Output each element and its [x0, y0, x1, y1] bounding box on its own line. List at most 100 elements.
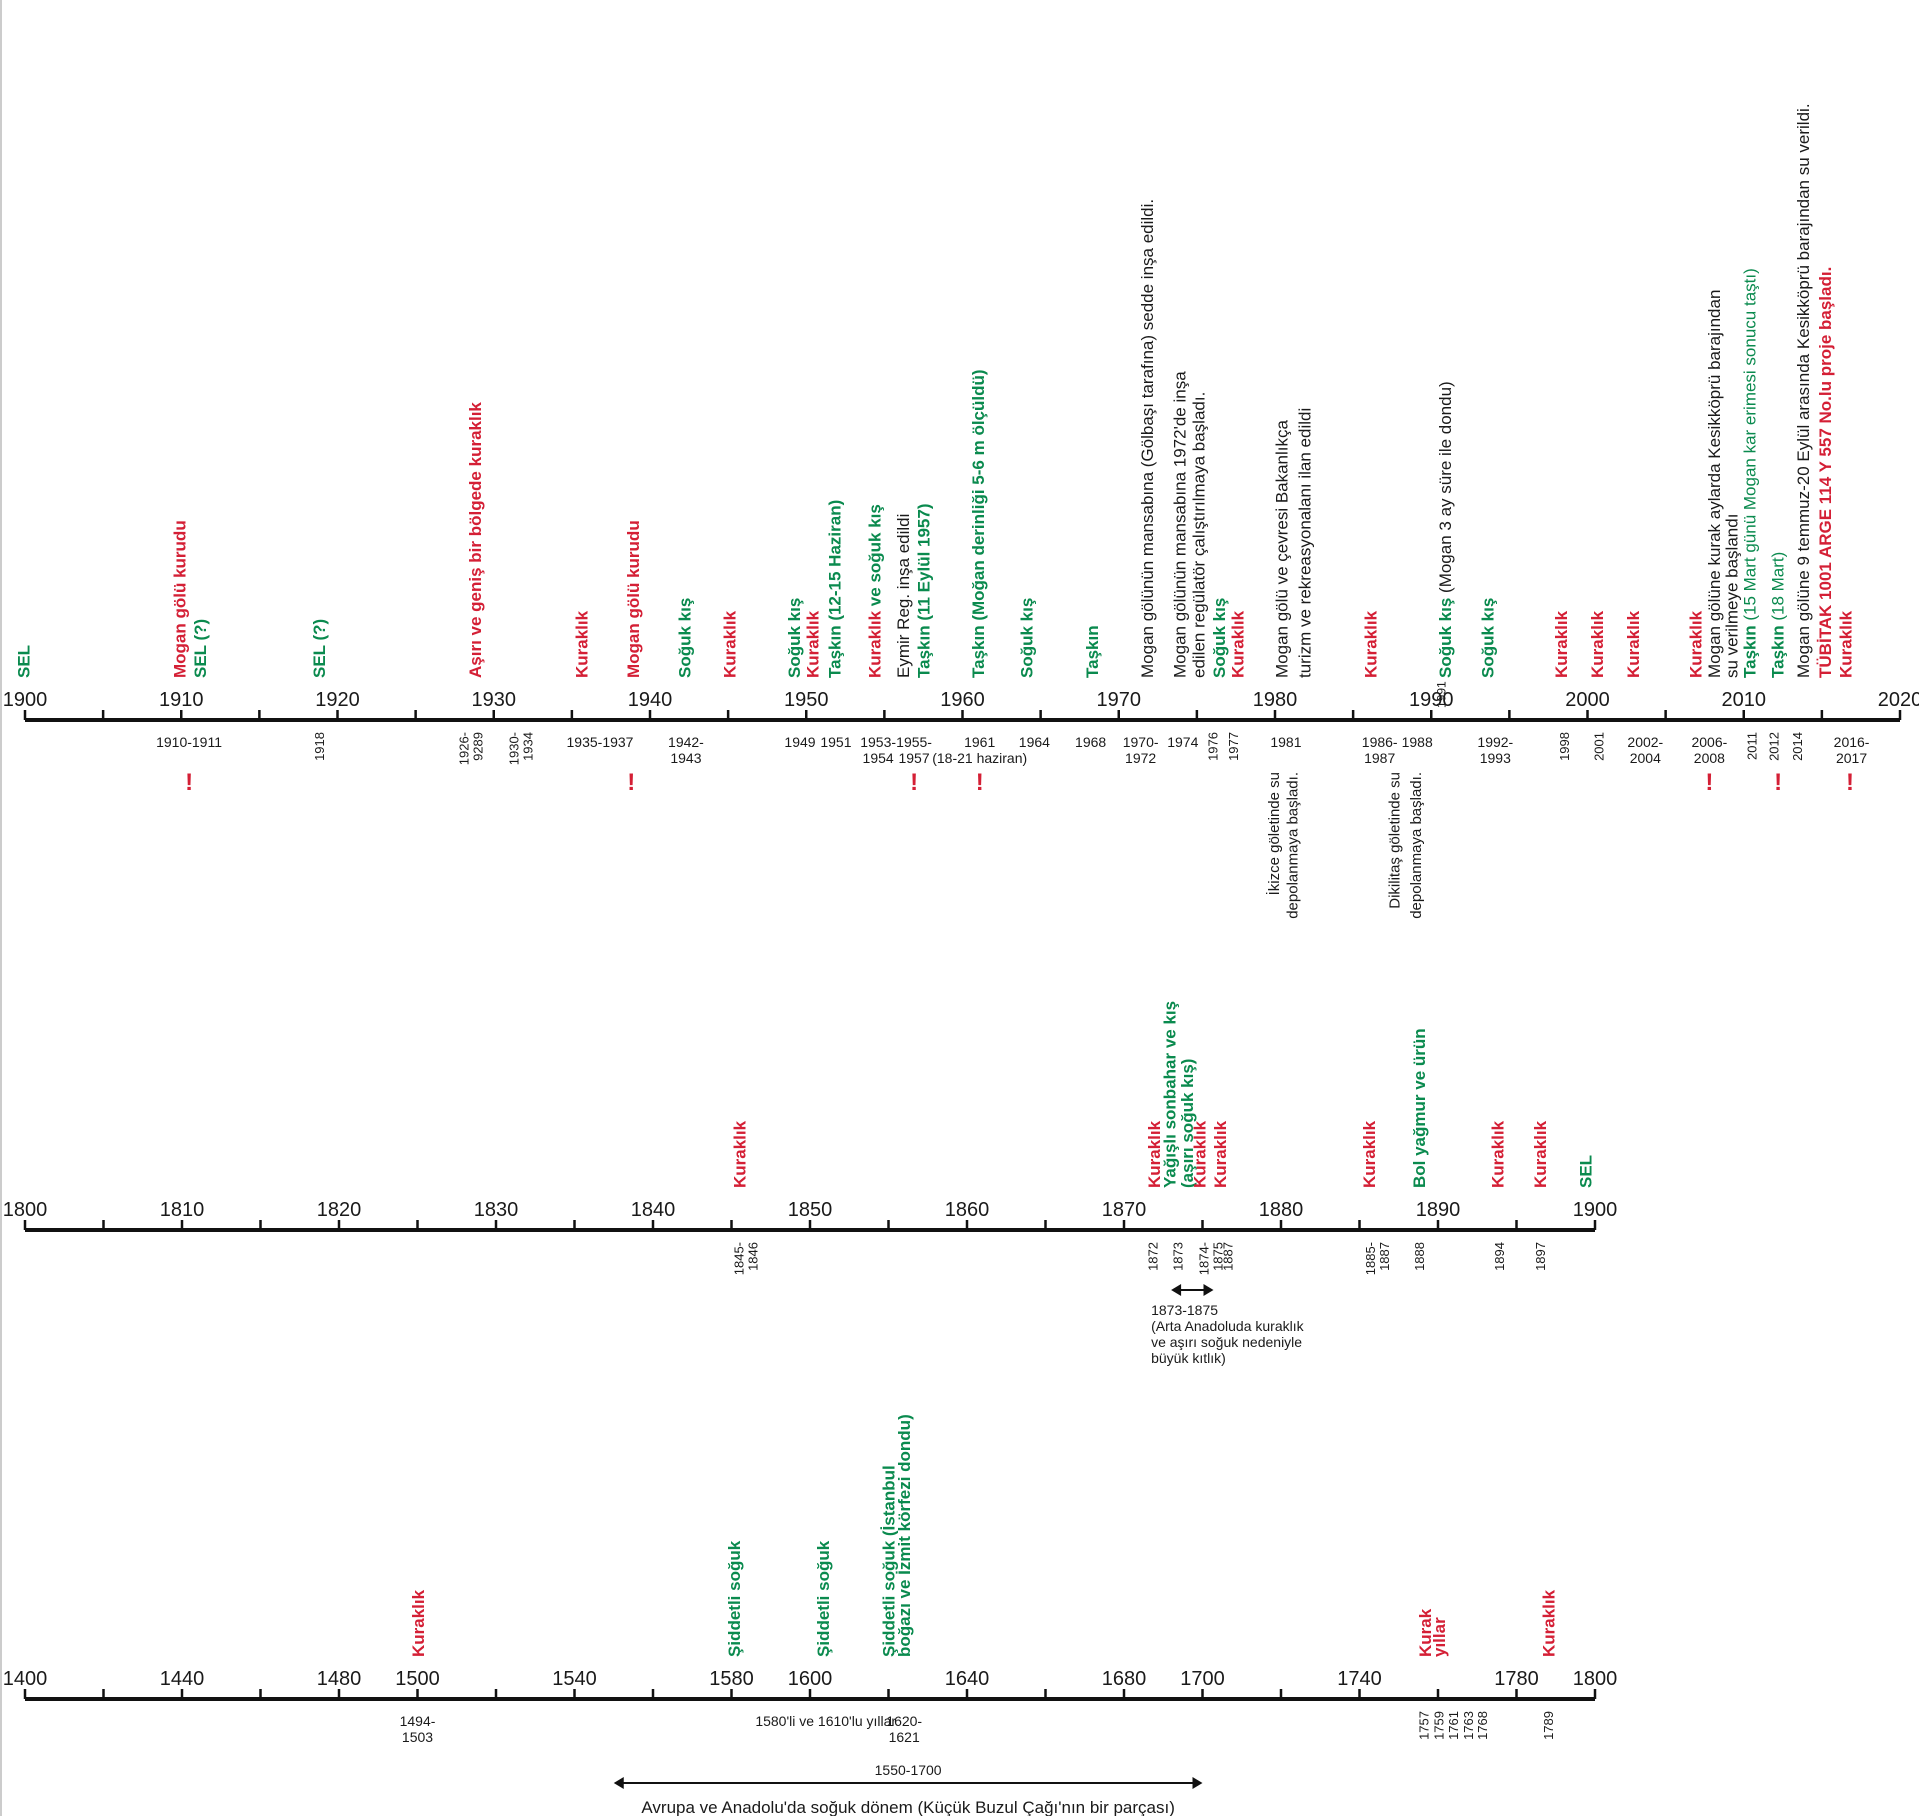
- axis-label: 1800: [1573, 1668, 1618, 1690]
- event-taskin-2012-seg-0: Taşkın: [1769, 621, 1788, 678]
- below-label-b1970: 1970-: [1123, 734, 1159, 750]
- event-bakanlik-1981b: turizm ve rekreasyonalanı ilan edildi: [1296, 408, 1315, 678]
- below-label-b2014: 2014: [1790, 732, 1805, 761]
- arrow-right-icon: [1192, 1777, 1203, 1789]
- event-soguk-kis-1991: Soğuk kış (Mogan 3 ay süre ile dondu): [1436, 381, 1455, 678]
- axis-label: 1830: [474, 1199, 519, 1221]
- event-taskin-2011: Taşkın (15 Mart günü Mogan kar erimesi s…: [1741, 268, 1760, 678]
- event-kuraklik-2007: Kuraklık: [1686, 610, 1705, 678]
- below-label-b1992: 1992-: [1477, 734, 1513, 750]
- note-dikilitas-a: Dikilitaş göletinde su: [1386, 772, 1403, 909]
- timeline-t1400: 1400 1440 1480 1500 1540 1580 1600 1640 1680 1700…: [3, 1668, 1618, 1816]
- below-label-b1897: 1897: [1533, 1242, 1548, 1271]
- below-label-b1494: 1503: [402, 1729, 433, 1745]
- event-bakanlik-1981a: Mogan gölü ve çevresi Bakanlıkça: [1272, 419, 1291, 678]
- event-kuraklik-2003: Kuraklık: [1624, 610, 1643, 678]
- below-label-b1845: 1845-: [732, 1242, 747, 1275]
- axis-label: 1700: [1180, 1668, 1225, 1690]
- note-ikizce-b: depolanmaya başladı.: [1285, 772, 1302, 919]
- below-label-b1968: 1968: [1075, 734, 1106, 750]
- event-taskin-1951: Taşkın (12-15 Haziran): [825, 500, 844, 678]
- below-label-b1930: 1934: [520, 732, 535, 761]
- below-label-b1974: 1974: [1167, 734, 1198, 750]
- event-kuraklik-1845: Kuraklık: [730, 1120, 749, 1188]
- axis-label: 1780: [1494, 1668, 1539, 1690]
- below-label-b2006: 2006-: [1691, 734, 1727, 750]
- exclamation-icon: !: [1774, 769, 1782, 796]
- event-kuraklik-ve-soguk-1953-seg-0: Kuraklık: [866, 606, 885, 678]
- arrow-left-icon: [1171, 1284, 1182, 1296]
- axis-label: 1820: [317, 1199, 362, 1221]
- event-soguk-kis-1991-seg-0: Soğuk kış: [1436, 593, 1455, 678]
- below-label-b1789: 1789: [1541, 1711, 1556, 1740]
- below-label-b1955: 1955-: [896, 734, 932, 750]
- axis-label: 1850: [788, 1199, 833, 1221]
- event-sel-q-1910: SEL (?): [191, 619, 210, 678]
- axis-label: 1920: [315, 689, 360, 711]
- below-label-b1768: 1768: [1475, 1711, 1490, 1740]
- event-kuraklik-1935: Kuraklık: [572, 610, 591, 678]
- axis-label: 1900: [3, 689, 48, 711]
- event-kuraklik-1872: Kuraklık: [1145, 1120, 1164, 1188]
- below-label-b1953: 1954: [863, 750, 894, 766]
- below-label-b2001: 2001: [1591, 732, 1606, 761]
- below-label-b2011: 2011: [1745, 732, 1760, 760]
- below-label-b1942: 1943: [670, 750, 701, 766]
- axis-label: 1800: [3, 1199, 48, 1221]
- event-siddetli-1605: Şiddetli soğuk: [814, 1540, 833, 1657]
- below-label-b1930: 1930-: [506, 732, 521, 765]
- axis-label: 2020: [1878, 689, 1919, 711]
- event-kesikkopru-2008a: Mogan gölüne kurak aylarda Kesikköprü ba…: [1705, 290, 1724, 678]
- below-label-b1620: 1620-: [886, 1713, 922, 1729]
- event-kuraklik-1886: Kuraklık: [1360, 1120, 1379, 1188]
- event-sel-q-1918: SEL (?): [310, 619, 329, 678]
- below-label-b1953: 1953-: [860, 734, 896, 750]
- event-taskin-2011-seg-1: (15 Mart günü Mogan kar erimesi sonucu t…: [1741, 268, 1760, 620]
- below-label-b1986: 1986-: [1362, 734, 1398, 750]
- below-label-b1970: 1972: [1125, 750, 1156, 766]
- event-yagisli-1873b: (aşırı soğuk kış): [1178, 1059, 1197, 1188]
- below-label-b1942: 1942-: [668, 734, 704, 750]
- axis-label: 1960: [940, 689, 985, 711]
- below-label-b1580: 1580'li ve 1610'lu yıllar: [755, 1713, 896, 1729]
- axis-label: 1440: [160, 1668, 205, 1690]
- axis-label: 1970: [1097, 689, 1142, 711]
- range-note: ve aşırı soğuk nedeniyle: [1151, 1334, 1302, 1350]
- axis-label: 1890: [1416, 1199, 1461, 1221]
- below-label-b1981: 1981: [1270, 734, 1301, 750]
- below-label-b2002: 2002-: [1627, 734, 1663, 750]
- below-label-b1763: 1763: [1461, 1711, 1476, 1740]
- exclamation-icon: !: [1705, 769, 1713, 796]
- event-kuraklik-1789: Kuraklık: [1540, 1589, 1559, 1657]
- event-taskin-1961: Taşkın (Moğan derinliği 5-6 m ölçüldü): [969, 369, 988, 678]
- event-regulator-1974a: Mogan gölünün mansabına 1972'de inşa: [1171, 371, 1190, 678]
- below-label-b2016: 2016-: [1834, 734, 1870, 750]
- below-label-b1986: 1987: [1364, 750, 1395, 766]
- event-taskin-2011-seg-0: Taşkın: [1741, 621, 1760, 678]
- below-label-b1894: 1894: [1492, 1242, 1507, 1271]
- range-label: 1550-1700: [875, 1762, 942, 1778]
- below-label-b1910: 1910-1911: [156, 734, 222, 750]
- event-kuraklik-1977: Kuraklık: [1229, 610, 1248, 678]
- below-label-b1872: 1872: [1145, 1242, 1160, 1271]
- range-note: Avrupa ve Anadolu'da soğuk dönem (Küçük …: [641, 1798, 1175, 1816]
- exclamation-icon: !: [910, 769, 918, 796]
- axis-label: 2000: [1565, 689, 1610, 711]
- below-label-b2016: 2017: [1836, 750, 1867, 766]
- range-note: (Arta Anadoluda kuraklık: [1151, 1318, 1305, 1334]
- below-label-b1885: 1887: [1377, 1242, 1392, 1271]
- event-mogan-kurudu-1938: Mogan gölü kurudu: [624, 520, 643, 678]
- event-kesikkopru-2014a: Mogan gölüne 9 temmuz-20 Eylül arasında …: [1794, 103, 1813, 678]
- below-label-b1620: 1621: [889, 1729, 920, 1745]
- event-kuraklik-1894: Kuraklık: [1489, 1120, 1508, 1188]
- event-eymir-1955: Eymir Reg. inşa edildi: [894, 514, 913, 678]
- below-label-b2012: 2012: [1766, 732, 1781, 761]
- event-kuraklik-1998: Kuraklık: [1552, 610, 1571, 678]
- below-label-b1918: 1918: [312, 732, 327, 761]
- range-note: 1873-1875: [1151, 1302, 1218, 1318]
- event-soguk-kis-1991-seg-1: (Mogan 3 ay süre ile dondu): [1436, 381, 1455, 593]
- axis-label: 1600: [788, 1668, 833, 1690]
- below-label-b1998: 1998: [1557, 732, 1572, 761]
- event-sel-1900: SEL: [14, 645, 33, 678]
- axis-label: 1900: [1573, 1199, 1618, 1221]
